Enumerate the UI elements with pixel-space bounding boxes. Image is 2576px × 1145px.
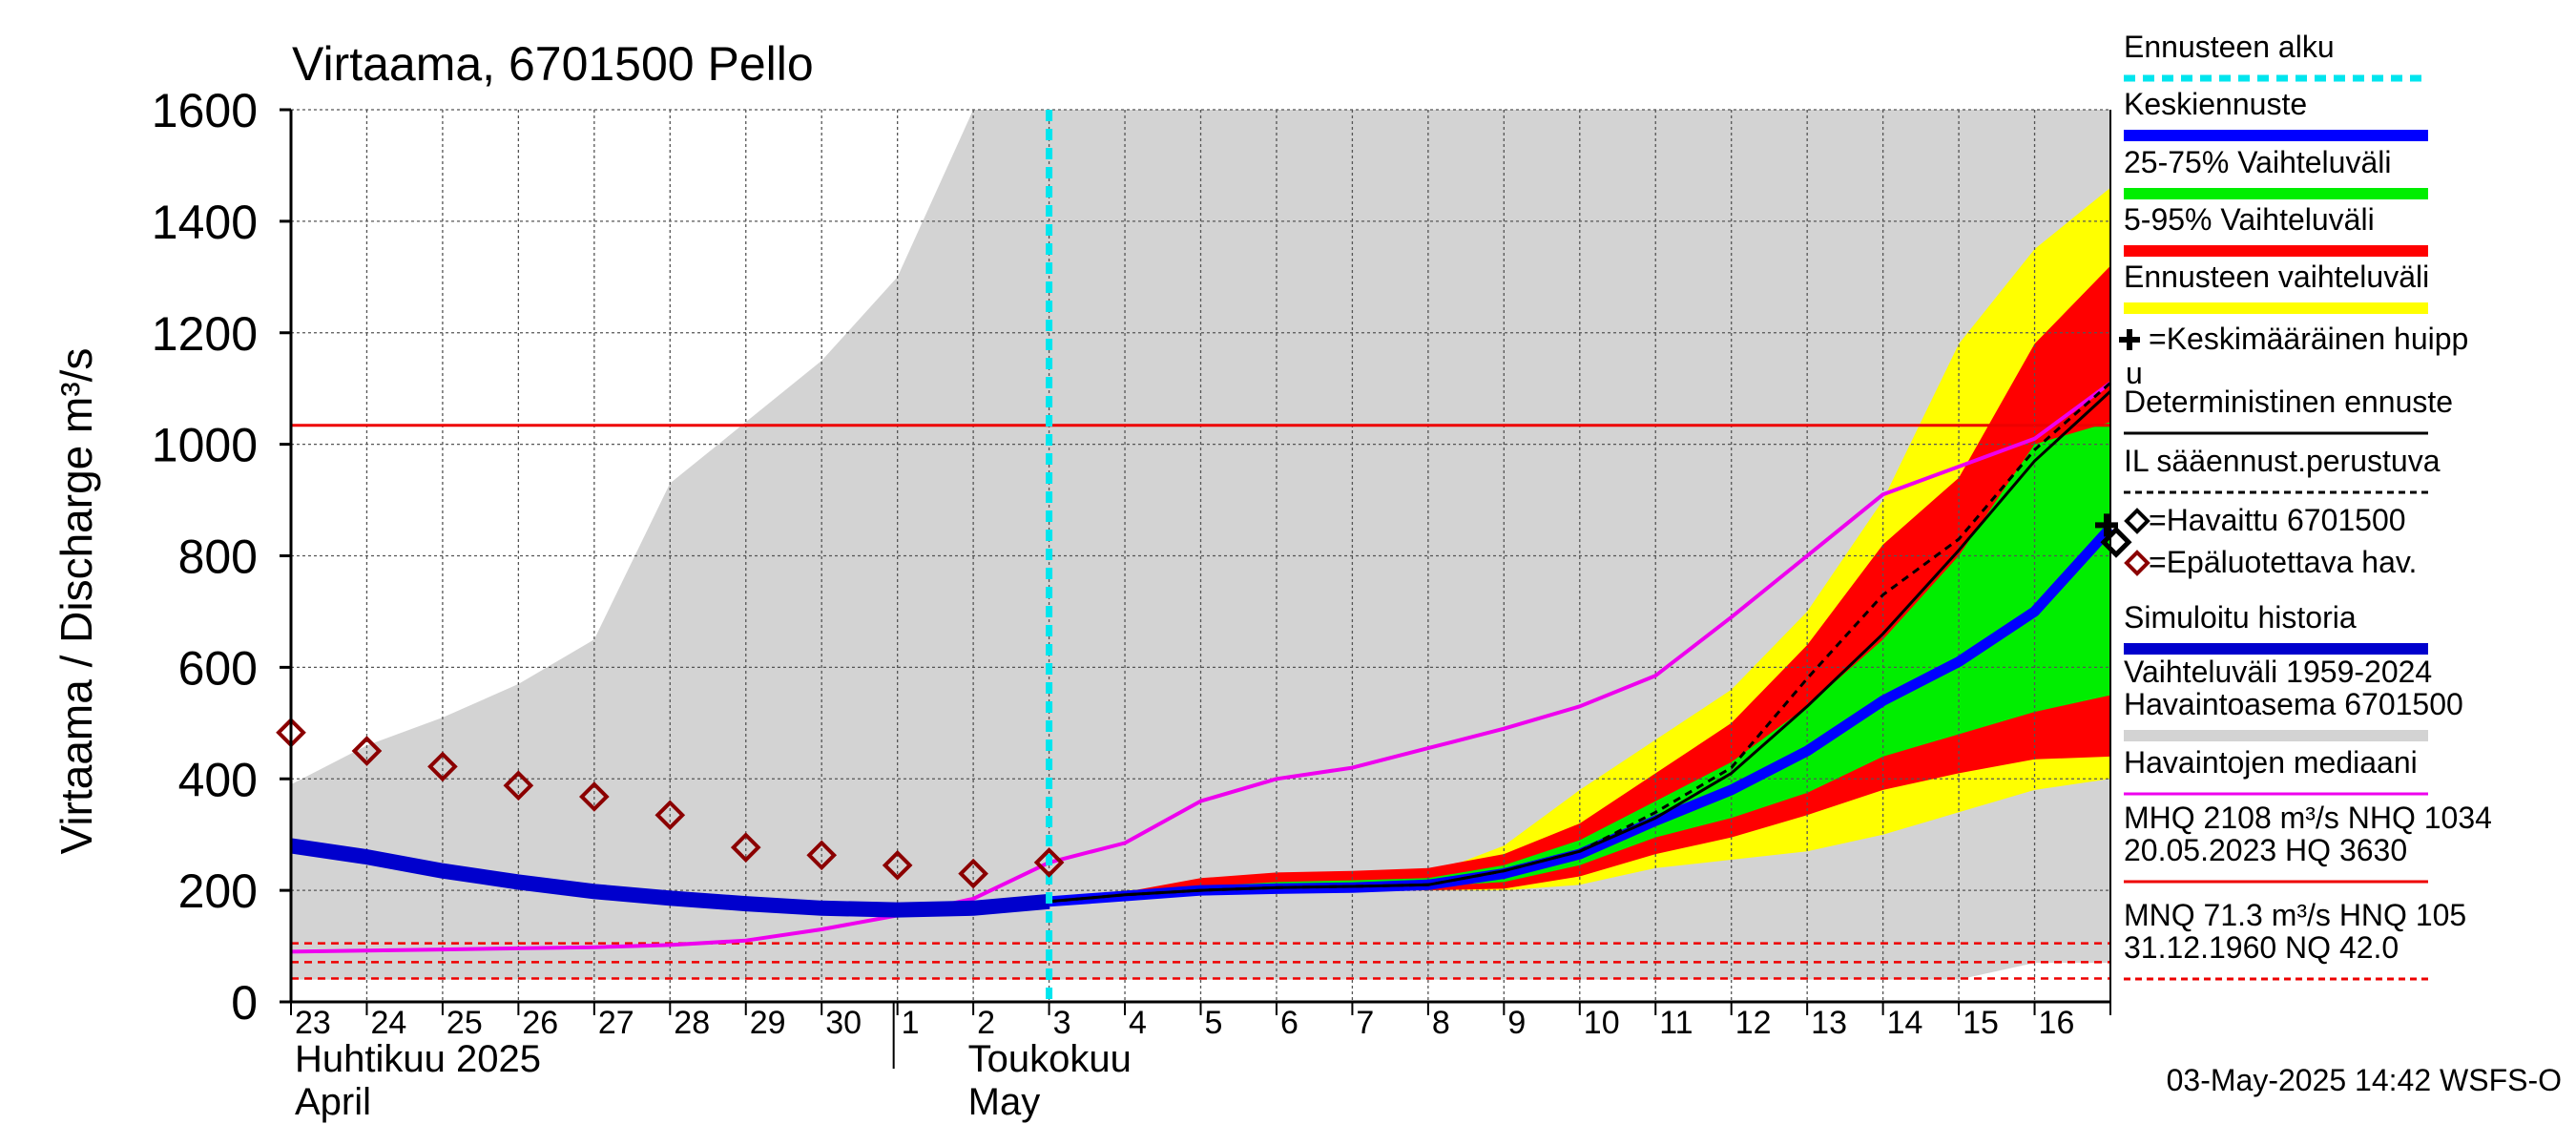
legend-label-mnq: MNQ 71.3 m³/s HNQ 105 <box>2124 898 2466 932</box>
legend-label-mhq: MHQ 2108 m³/s NHQ 1034 <box>2124 801 2492 835</box>
chart-title: Virtaama, 6701500 Pello <box>292 37 814 91</box>
legend-item-deterministic: Deterministinen ennuste <box>2124 385 2453 435</box>
y-tick-label: 1400 <box>152 196 258 249</box>
x-tick-label: 24 <box>370 1005 406 1041</box>
x-tick-label: 8 <box>1432 1005 1450 1041</box>
legend-item-range-5-95: 5-95% Vaihteluväli <box>2124 202 2428 257</box>
x-tick-label: 13 <box>1811 1005 1847 1041</box>
x-tick-label: 14 <box>1887 1005 1923 1041</box>
unreliable-observation-point <box>579 781 610 812</box>
y-axis-label: Virtaama / Discharge m³/s <box>52 348 101 855</box>
y-tick-label: 1200 <box>152 307 258 361</box>
x-tick-label: 1 <box>902 1005 920 1041</box>
y-tick-label: 200 <box>178 864 258 918</box>
legend-label-median: Havaintojen mediaani <box>2124 745 2418 780</box>
x-tick-label: 10 <box>1584 1005 1620 1041</box>
x-tick-label: 26 <box>522 1005 558 1041</box>
y-tick-label: 1000 <box>152 419 258 472</box>
unreliable-observation-point <box>503 770 534 802</box>
x-tick-label: 16 <box>2039 1005 2075 1041</box>
legend-symbol-unreliable <box>2124 550 2150 576</box>
plot-area <box>276 109 2132 1003</box>
x-tick-label: 7 <box>1356 1005 1374 1041</box>
mean-peak-marker <box>2095 513 2118 537</box>
legend-item-forecast-range: Ennusteen vaihteluväli <box>2124 260 2429 314</box>
legend-label2-mhq: 20.05.2023 HQ 3630 <box>2124 833 2407 867</box>
legend-label-observed: =Havaittu 6701500 <box>2149 503 2406 537</box>
x-tick-label: 2 <box>977 1005 995 1041</box>
unreliable-observation-point <box>1033 847 1065 878</box>
unreliable-observation-point <box>427 751 458 782</box>
legend-label-weather-based: IL sääennust.perustuva <box>2124 444 2441 478</box>
x-tick-label: 3 <box>1053 1005 1071 1041</box>
legend-item-unreliable: =Epäluotettava hav. <box>2124 545 2417 579</box>
legend-item-observed: =Havaittu 6701500 <box>2124 503 2406 537</box>
legend-item-hist-range: Vaihteluväli 1959-2024 Havaintoasema 670… <box>2124 655 2463 741</box>
x-tick-label: 11 <box>1659 1005 1693 1041</box>
legend-label2-mnq: 31.12.1960 NQ 42.0 <box>2124 930 2399 965</box>
legend-symbol-mean-peak <box>2119 329 2140 350</box>
x-tick-label: 29 <box>750 1005 786 1041</box>
weather-based-forecast-line <box>1049 382 2111 904</box>
unreliable-observation-point <box>882 849 913 881</box>
unreliable-observation-point <box>730 832 761 863</box>
unreliable-observation-point <box>806 840 838 871</box>
y-tick-label: 0 <box>231 976 258 1030</box>
median-line <box>290 381 2112 954</box>
x-tick-label: 27 <box>598 1005 634 1041</box>
month-label-fi: Huhtikuu 2025 <box>295 1038 541 1080</box>
legend-label-unreliable: =Epäluotettava hav. <box>2149 545 2417 579</box>
x-tick-label: 23 <box>295 1005 331 1041</box>
unreliable-observation-point <box>654 800 686 831</box>
x-tick-label: 9 <box>1507 1005 1526 1041</box>
x-tick-label: 28 <box>674 1005 710 1041</box>
x-tick-label: 30 <box>825 1005 862 1041</box>
legend-label-range-25-75: 25-75% Vaihteluväli <box>2124 145 2391 179</box>
legend-label-forecast-start: Ennusteen alku <box>2124 30 2335 64</box>
timestamp: 03-May-2025 14:42 WSFS-O <box>2167 1063 2562 1097</box>
observed-point <box>2100 526 2132 558</box>
legend-label-forecast-range: Ennusteen vaihteluväli <box>2124 260 2429 294</box>
y-tick-label: 1600 <box>152 84 258 137</box>
x-tick-label: 4 <box>1129 1005 1147 1041</box>
legend-label2-hist-range: Havaintoasema 6701500 <box>2124 687 2463 721</box>
y-tick-label: 600 <box>178 641 258 695</box>
unreliable-observation-point <box>958 858 988 889</box>
legend-label-hist-range: Vaihteluväli 1959-2024 <box>2124 655 2432 689</box>
legend-label-mean-forecast: Keskiennuste <box>2124 87 2307 121</box>
legend-symbol-observed <box>2124 508 2150 534</box>
legend-label2-mean-peak: u <box>2126 356 2143 390</box>
legend-label-simulated: Simuloitu historia <box>2124 600 2357 635</box>
month-label-en: May <box>968 1081 1041 1123</box>
legend-label-mean-peak: =Keskimääräinen huipp <box>2149 322 2468 356</box>
x-tick-label: 12 <box>1735 1005 1772 1041</box>
legend-item-median: Havaintojen mediaani <box>2124 745 2428 796</box>
y-tick-label: 800 <box>178 531 258 584</box>
x-tick-label: 15 <box>1963 1005 1999 1041</box>
x-tick-label: 5 <box>1205 1005 1223 1041</box>
legend-label-range-5-95: 5-95% Vaihteluväli <box>2124 202 2375 237</box>
month-label-en: April <box>295 1081 371 1123</box>
legend-item-mean-forecast: Keskiennuste <box>2124 87 2428 141</box>
legend-item-range-25-75: 25-75% Vaihteluväli <box>2124 145 2428 199</box>
legend-item-weather-based: IL sääennust.perustuva <box>2124 444 2441 494</box>
legend-item-forecast-start: Ennusteen alku <box>2124 30 2428 82</box>
month-label-fi: Toukokuu <box>968 1038 1132 1080</box>
legend-label-deterministic: Deterministinen ennuste <box>2124 385 2453 419</box>
range-25-75-band <box>1049 422 2110 903</box>
legend: Ennusteen alku Keskiennuste 25-75% Vaihtel… <box>2119 30 2492 981</box>
unreliable-observation-point <box>351 736 383 766</box>
simulated-history-line <box>289 838 1050 918</box>
legend-item-simulated: Simuloitu historia <box>2124 600 2428 655</box>
x-tick-label: 6 <box>1280 1005 1298 1041</box>
x-tick-label: 25 <box>447 1005 483 1041</box>
y-tick-label: 400 <box>178 753 258 806</box>
